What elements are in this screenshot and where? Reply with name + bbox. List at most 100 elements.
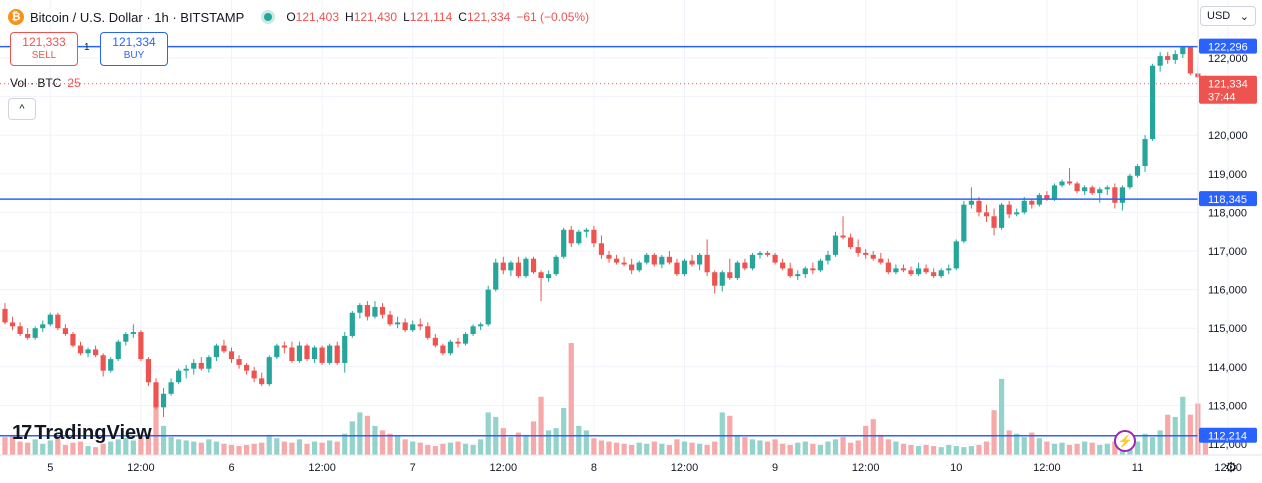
candle-body: [561, 229, 567, 257]
volume-bar: [17, 441, 23, 455]
candle-body: [772, 254, 778, 263]
volume-bar: [870, 419, 876, 455]
candle-body: [342, 335, 348, 363]
candle-body: [32, 328, 38, 338]
volume-bar: [968, 446, 974, 455]
volume-bar: [160, 425, 167, 455]
candle-body: [644, 254, 650, 263]
candle-body: [1089, 187, 1095, 194]
currency-select[interactable]: USD ⌄: [1200, 6, 1256, 26]
candle-body: [1029, 200, 1035, 205]
time-tick-label: 8: [591, 462, 597, 474]
volume-bar: [191, 441, 197, 455]
sell-price: 121,333: [22, 35, 66, 49]
volume-bar: [915, 446, 922, 455]
lightning-icon[interactable]: ⚡: [1114, 430, 1136, 452]
volume-bar: [251, 443, 257, 455]
volume-bar: [115, 439, 121, 455]
volume-bar: [508, 437, 514, 455]
candle-body: [1074, 183, 1080, 192]
time-axis[interactable]: 5 12:00 6 12:00 7 12:00 8 12:00 9 12:00 10 12:00 11 1…: [47, 462, 1242, 474]
ohlc-values: O121,403 H121,430 L121,114 C121,334 −61 …: [286, 10, 589, 24]
candle-body: [689, 260, 695, 265]
volume-bar: [108, 441, 114, 455]
candle-body: [576, 231, 582, 244]
time-tick-label: 12:00: [308, 462, 336, 474]
volume-bar: [70, 442, 76, 455]
volume-bar: [621, 443, 627, 455]
volume-bar: [153, 401, 159, 455]
volume-bar: [893, 441, 899, 455]
volume-bar: [576, 425, 582, 455]
gear-icon[interactable]: ⚙: [1224, 458, 1238, 475]
volume-bar: [704, 444, 710, 455]
volume-bar: [9, 434, 16, 455]
candle-body: [870, 254, 876, 259]
volume-bar: [697, 443, 703, 455]
candle-body: [802, 268, 808, 275]
volume-legend-label: Vol · BTC: [10, 76, 62, 90]
candle-body: [447, 341, 454, 354]
candle-body: [395, 322, 401, 325]
volume-bar: [387, 433, 393, 455]
price-label-text: 122,296: [1208, 42, 1248, 54]
candle-body: [410, 324, 416, 331]
tradingview-logo[interactable]: 17 TradingView: [12, 422, 152, 445]
symbol-title[interactable]: Bitcoin / U.S. Dollar · 1h · BITSTAMP: [30, 9, 245, 25]
volume-bar: [1150, 437, 1156, 455]
price-label-text: 112,214: [1208, 431, 1247, 443]
time-tick-label: 6: [228, 462, 234, 474]
volume-bar: [931, 446, 937, 455]
horizontal-lines[interactable]: [0, 45, 1198, 437]
time-tick-label: 11: [1132, 462, 1143, 474]
volume-bar: [1165, 414, 1171, 455]
symbol-header: ₿ Bitcoin / U.S. Dollar · 1h · BITSTAMP …: [8, 9, 589, 25]
volume-bar: [591, 438, 597, 455]
volume-bar: [100, 443, 106, 455]
volume-bar: [1104, 443, 1110, 455]
volume-bar: [999, 378, 1005, 455]
price-tick-label: 122,000: [1208, 53, 1248, 65]
candle-body: [402, 322, 408, 331]
volume-bar: [878, 434, 884, 455]
volume-bar: [855, 440, 861, 455]
volume-bar: [85, 446, 91, 455]
price-label-text: 121,334: [1208, 79, 1248, 91]
candle-body: [1180, 47, 1186, 55]
volume-bar: [848, 442, 854, 455]
candle-body: [1082, 187, 1088, 192]
candle-body: [183, 368, 189, 371]
volume-bar: [583, 430, 589, 455]
volume-bar: [1066, 444, 1073, 455]
collapse-legend-button[interactable]: ^: [8, 98, 36, 120]
open-value: 121,403: [295, 10, 340, 24]
candle-body: [704, 254, 710, 273]
volume-bar: [659, 443, 665, 455]
volume-bar: [681, 441, 688, 455]
volume-bar: [1112, 441, 1118, 455]
volume-bar: [629, 444, 635, 455]
candle-body: [734, 262, 740, 279]
volume-bar: [478, 439, 484, 455]
volume-bar: [274, 438, 280, 455]
candle-body: [311, 347, 318, 360]
candle-body: [991, 216, 997, 228]
volume-bar: [983, 441, 990, 455]
volume-bar: [221, 443, 227, 455]
volume-bar: [455, 441, 461, 455]
candle-body: [470, 326, 476, 334]
candle-body: [55, 314, 61, 329]
candle-body: [999, 204, 1005, 228]
candle-body: [387, 314, 393, 325]
volume-bar: [666, 444, 672, 455]
volume-bar: [561, 407, 567, 455]
volume-bar: [47, 440, 53, 455]
candle-body: [77, 345, 84, 354]
time-tick-label: 12:00: [490, 462, 518, 474]
volume-bar: [304, 443, 310, 455]
sell-button[interactable]: 121,333 SELL: [10, 32, 78, 66]
volume-bar: [410, 441, 416, 455]
buy-button[interactable]: 121,334 BUY: [100, 32, 168, 66]
time-tick-label: 7: [410, 462, 416, 474]
